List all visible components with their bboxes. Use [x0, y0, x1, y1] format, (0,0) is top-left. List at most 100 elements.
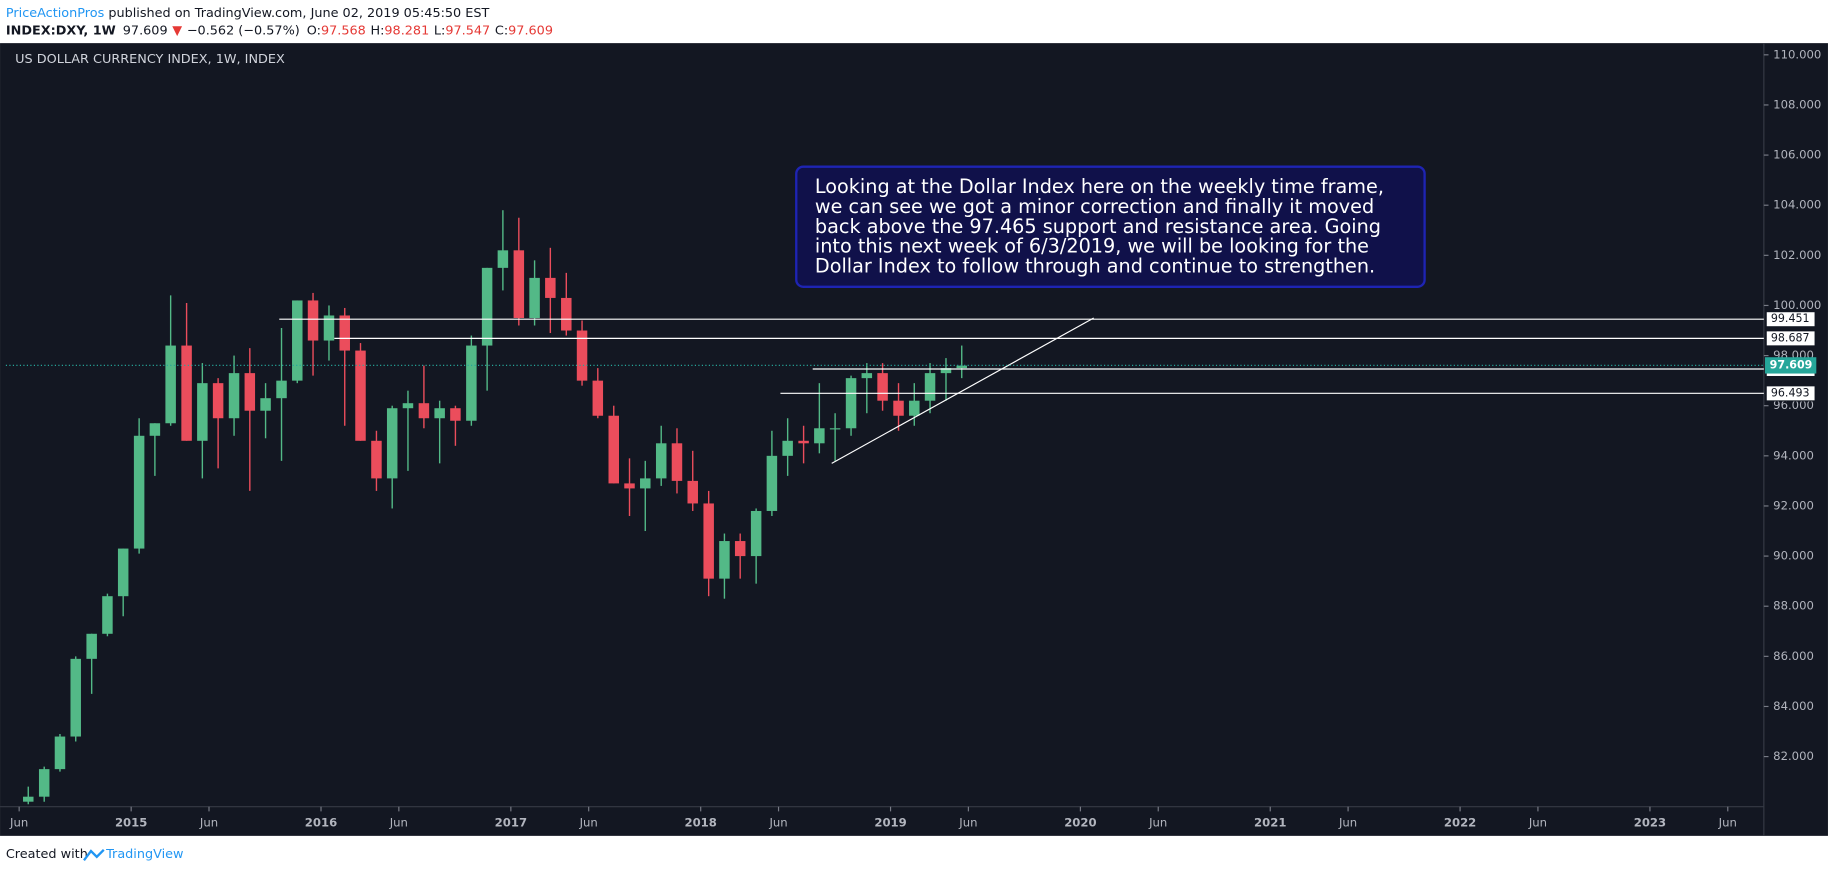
c-label: C: [495, 23, 508, 38]
candle-body [909, 400, 920, 416]
level-label: 96.493 [1771, 386, 1810, 399]
o: 97.568 [321, 23, 366, 38]
candle-body [481, 267, 493, 346]
candle-body [450, 408, 461, 421]
x-tick-label: 2017 [495, 816, 527, 830]
candle-body [845, 378, 857, 429]
candle-body [798, 440, 809, 444]
y-tick-label: 106.000 [1773, 148, 1821, 162]
candle-body [877, 373, 888, 401]
x-tick-label: 2015 [115, 816, 147, 830]
x-tick-label: Jun [579, 816, 598, 830]
level-label-box [1765, 330, 1816, 347]
candle-body [750, 510, 762, 557]
c: 97.609 [508, 23, 553, 38]
x-tick-label: Jun [768, 816, 787, 830]
candle-body [829, 428, 841, 430]
candle-body [228, 373, 240, 419]
candle-body [307, 300, 319, 341]
change: −0.562 (−0.57%) [187, 23, 300, 38]
candle-body [529, 277, 540, 318]
x-tick-label: 2018 [685, 816, 717, 830]
annotation-line: into this next week of 6/3/2019, we will… [815, 235, 1369, 258]
candle-body [181, 345, 192, 441]
level-label: 99.451 [1771, 312, 1810, 325]
last: 97.609 [123, 23, 168, 38]
x-tick-label: 2022 [1444, 816, 1476, 830]
candle-body [655, 443, 667, 479]
candle-body [54, 736, 66, 770]
candle-body [244, 373, 256, 411]
y-tick-label: 110.000 [1773, 47, 1821, 61]
candle-body [418, 403, 430, 419]
footer-brand[interactable]: TradingView [105, 847, 183, 862]
y-tick-label: 90.000 [1773, 549, 1814, 563]
candle-body [624, 483, 635, 489]
header-line: PriceActionPros published on TradingView… [6, 5, 490, 20]
y-tick-label: 82.000 [1773, 749, 1814, 763]
candle-body [466, 345, 477, 421]
y-tick-label: 102.000 [1773, 248, 1821, 262]
candle-body [671, 443, 683, 481]
candle-body [545, 277, 556, 298]
candle-body [117, 548, 129, 597]
annotation-line: Dollar Index to follow through and conti… [815, 254, 1375, 277]
l-label: L: [434, 23, 445, 38]
candle-body [86, 633, 97, 659]
candle-body [608, 415, 619, 484]
last-price-box [1765, 357, 1817, 374]
y-tick-label: 92.000 [1773, 498, 1814, 512]
h-label: H: [370, 23, 384, 38]
x-tick-label: 2021 [1254, 816, 1286, 830]
candle-body [924, 373, 936, 401]
level-label: 98.687 [1771, 331, 1810, 344]
y-tick-label: 88.000 [1773, 599, 1814, 613]
x-tick-label: Jun [1718, 816, 1737, 830]
last-price-label: 97.609 [1770, 358, 1813, 371]
candle-body [592, 380, 604, 416]
candle-body [782, 440, 793, 456]
trendline [831, 317, 1094, 464]
candle-body [212, 383, 224, 419]
x-tick-label: Jun [199, 816, 218, 830]
candle-body [561, 297, 572, 331]
candle-body [38, 769, 50, 797]
o-label: O: [307, 23, 321, 38]
x-tick-label: Jun [958, 816, 977, 830]
candle-body [893, 400, 904, 416]
symbol: INDEX:DXY, 1W [6, 23, 116, 38]
candle-body [197, 383, 208, 441]
y-tick-label: 96.000 [1773, 398, 1814, 412]
candle-body [956, 365, 967, 369]
annotation-box [795, 165, 1426, 288]
y-tick-label: 104.000 [1773, 198, 1821, 212]
candle-body [687, 480, 698, 504]
x-tick-label: 2023 [1634, 816, 1666, 830]
candle-body [133, 435, 145, 549]
candle-body [371, 440, 382, 479]
candle-body [861, 373, 873, 379]
y-tick-label: 94.000 [1773, 448, 1814, 462]
annotation-line: Looking at the Dollar Index here on the … [815, 175, 1384, 198]
candle-body [434, 408, 445, 419]
chart-title: US DOLLAR CURRENCY INDEX, 1W, INDEX [15, 52, 285, 67]
y-tick-label: 84.000 [1773, 699, 1814, 713]
plot-area [23, 210, 1094, 805]
y-tick-label: 86.000 [1773, 649, 1814, 663]
level-label-box [1765, 385, 1816, 402]
candle-body [165, 345, 176, 424]
candle-body [339, 315, 350, 351]
annotation-line: we can see we got a minor correction and… [815, 195, 1374, 218]
footer-created: Created with [6, 847, 88, 862]
x-tick-label: Jun [1528, 816, 1547, 830]
author: PriceActionPros [6, 5, 105, 20]
plot: 82.000 84.000 86.000 88.000 90.000 92.000 94.0… [5, 47, 1821, 830]
candle-body [766, 455, 778, 511]
candle-body [149, 423, 161, 436]
x-tick-label: Jun [1338, 816, 1357, 830]
candle-body [734, 541, 746, 557]
x-tick-label: Jun [1148, 816, 1167, 830]
published: published on TradingView.com, June 02, 2… [104, 5, 489, 20]
